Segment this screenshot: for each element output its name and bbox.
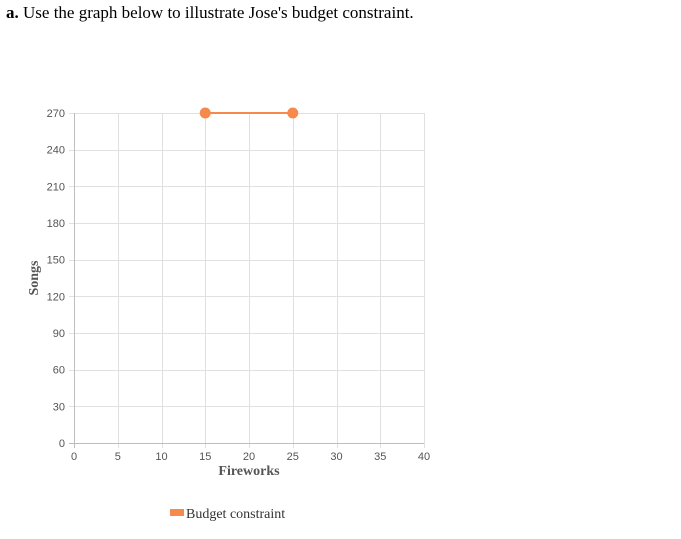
x-axis-title: Fireworks xyxy=(218,464,280,479)
series-layer[interactable] xyxy=(199,107,299,119)
y-tick-label: 60 xyxy=(53,365,65,377)
x-tick-label: 30 xyxy=(330,451,342,463)
x-tick-label: 10 xyxy=(155,451,167,463)
y-tick-label: 90 xyxy=(53,328,65,340)
x-tick-label: 5 xyxy=(115,451,121,463)
budget-constraint-point[interactable] xyxy=(287,107,299,119)
legend-label[interactable]: Budget constraint xyxy=(186,507,285,522)
y-tick-label: 30 xyxy=(53,401,65,413)
y-tick-label: 180 xyxy=(47,218,65,230)
y-axis-title: Songs xyxy=(27,260,42,296)
x-tick-label: 15 xyxy=(199,451,211,463)
legend[interactable]: Budget constraint xyxy=(170,507,285,522)
y-tick-label: 240 xyxy=(47,145,65,157)
x-tick-label: 0 xyxy=(71,451,77,463)
y-tick-label: 120 xyxy=(47,291,65,303)
y-tick-label: 0 xyxy=(59,438,65,450)
x-tick-label: 40 xyxy=(418,451,430,463)
legend-swatch[interactable] xyxy=(170,509,184,516)
x-tick-label: 25 xyxy=(287,451,299,463)
axes xyxy=(69,113,424,448)
x-tick-label: 20 xyxy=(243,451,255,463)
grid-lines xyxy=(69,113,425,448)
tick-labels: 0 5 10 15 20 25 30 35 40 0 30 60 90 120 150 180 210 240 27… xyxy=(47,108,430,463)
question-body: Use the graph below to illustrate Jose's… xyxy=(23,3,414,22)
question-part-label: a. xyxy=(6,3,19,22)
x-tick-label: 35 xyxy=(374,451,386,463)
question-text: a. Use the graph below to illustrate Jos… xyxy=(6,2,414,24)
y-tick-label: 150 xyxy=(47,255,65,267)
budget-constraint-point[interactable] xyxy=(199,107,211,119)
y-tick-label: 270 xyxy=(47,108,65,120)
y-tick-label: 210 xyxy=(47,181,65,193)
